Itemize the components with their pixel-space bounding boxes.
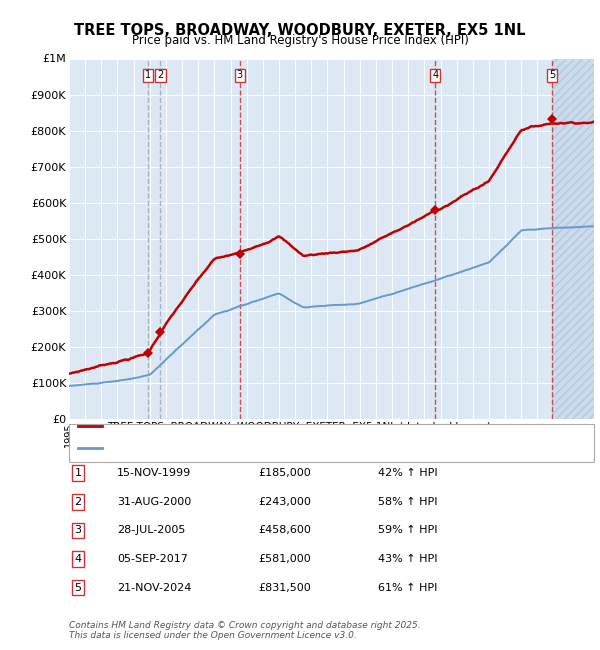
Text: 42% ↑ HPI: 42% ↑ HPI bbox=[378, 468, 437, 478]
Text: 43% ↑ HPI: 43% ↑ HPI bbox=[378, 554, 437, 564]
Text: 5: 5 bbox=[549, 70, 555, 81]
Text: Contains HM Land Registry data © Crown copyright and database right 2025.
This d: Contains HM Land Registry data © Crown c… bbox=[69, 621, 421, 640]
Text: £458,600: £458,600 bbox=[258, 525, 311, 536]
Text: TREE TOPS, BROADWAY, WOODBURY, EXETER, EX5 1NL: TREE TOPS, BROADWAY, WOODBURY, EXETER, E… bbox=[74, 23, 526, 38]
Text: 58% ↑ HPI: 58% ↑ HPI bbox=[378, 497, 437, 507]
Text: £243,000: £243,000 bbox=[258, 497, 311, 507]
Text: 3: 3 bbox=[236, 70, 243, 81]
Text: 2: 2 bbox=[157, 70, 164, 81]
Text: 31-AUG-2000: 31-AUG-2000 bbox=[117, 497, 191, 507]
Text: £831,500: £831,500 bbox=[258, 582, 311, 593]
Text: 59% ↑ HPI: 59% ↑ HPI bbox=[378, 525, 437, 536]
Text: 05-SEP-2017: 05-SEP-2017 bbox=[117, 554, 188, 564]
Text: TREE TOPS, BROADWAY, WOODBURY, EXETER, EX5 1NL (detached house): TREE TOPS, BROADWAY, WOODBURY, EXETER, E… bbox=[107, 421, 491, 432]
Text: 3: 3 bbox=[74, 525, 82, 536]
Text: 15-NOV-1999: 15-NOV-1999 bbox=[117, 468, 191, 478]
Text: 21-NOV-2024: 21-NOV-2024 bbox=[117, 582, 191, 593]
Text: 4: 4 bbox=[74, 554, 82, 564]
Bar bbox=[552, 58, 594, 419]
Text: 4: 4 bbox=[433, 70, 439, 81]
Text: 61% ↑ HPI: 61% ↑ HPI bbox=[378, 582, 437, 593]
Text: Price paid vs. HM Land Registry's House Price Index (HPI): Price paid vs. HM Land Registry's House … bbox=[131, 34, 469, 47]
Text: 1: 1 bbox=[145, 70, 151, 81]
Text: HPI: Average price, detached house, East Devon: HPI: Average price, detached house, East… bbox=[107, 443, 359, 453]
Text: £185,000: £185,000 bbox=[258, 468, 311, 478]
Text: 28-JUL-2005: 28-JUL-2005 bbox=[117, 525, 185, 536]
Text: £581,000: £581,000 bbox=[258, 554, 311, 564]
Text: 1: 1 bbox=[74, 468, 82, 478]
Text: 5: 5 bbox=[74, 582, 82, 593]
Text: 2: 2 bbox=[74, 497, 82, 507]
